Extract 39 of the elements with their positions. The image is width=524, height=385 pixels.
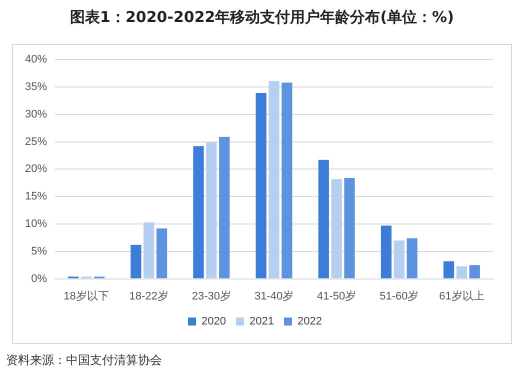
- bar: [318, 160, 329, 278]
- y-tick-label: 20%: [24, 163, 48, 176]
- bar: [456, 266, 468, 278]
- bar: [256, 93, 266, 278]
- bar: [344, 178, 355, 278]
- bar: [144, 222, 154, 278]
- bar: [406, 238, 418, 278]
- bar: [206, 142, 217, 278]
- y-tick-label: 0%: [31, 272, 48, 285]
- bar: [268, 80, 280, 278]
- legend-label: 2022: [297, 316, 322, 328]
- legend-label: 2020: [202, 316, 226, 328]
- x-tick-label: 31-40岁: [254, 290, 294, 302]
- y-tick-label: 25%: [24, 136, 48, 148]
- bar: [331, 179, 342, 278]
- bar: [282, 82, 292, 278]
- bar: [193, 146, 204, 278]
- x-tick-label: 18岁以下: [64, 289, 109, 302]
- legend-label: 2021: [250, 316, 274, 328]
- chart-title: 图表1：2020-2022年移动支付用户年龄分布(单位：%): [69, 8, 455, 27]
- bar: [130, 244, 142, 278]
- bar: [156, 228, 168, 278]
- y-tick-label: 5%: [31, 245, 48, 258]
- y-tick-label: 15%: [24, 190, 48, 203]
- y-tick-label: 30%: [24, 108, 48, 120]
- bar: [380, 226, 392, 278]
- x-tick-label: 23-30岁: [192, 290, 232, 302]
- bar: [443, 261, 454, 278]
- x-tick-label: 41-50岁: [317, 290, 356, 302]
- bar: [469, 265, 480, 278]
- text: 资料来源：中国支付清算协会: [6, 352, 162, 369]
- x-tick-label: 51-60岁: [380, 290, 419, 302]
- bar: [394, 240, 404, 278]
- x-tick-label: 18-22岁: [129, 290, 168, 302]
- y-tick-label: 35%: [24, 81, 48, 94]
- y-tick-label: 10%: [24, 218, 48, 230]
- y-tick-label: 40%: [24, 54, 48, 66]
- bar: [219, 136, 230, 278]
- x-tick-label: 61岁以上: [439, 289, 484, 302]
